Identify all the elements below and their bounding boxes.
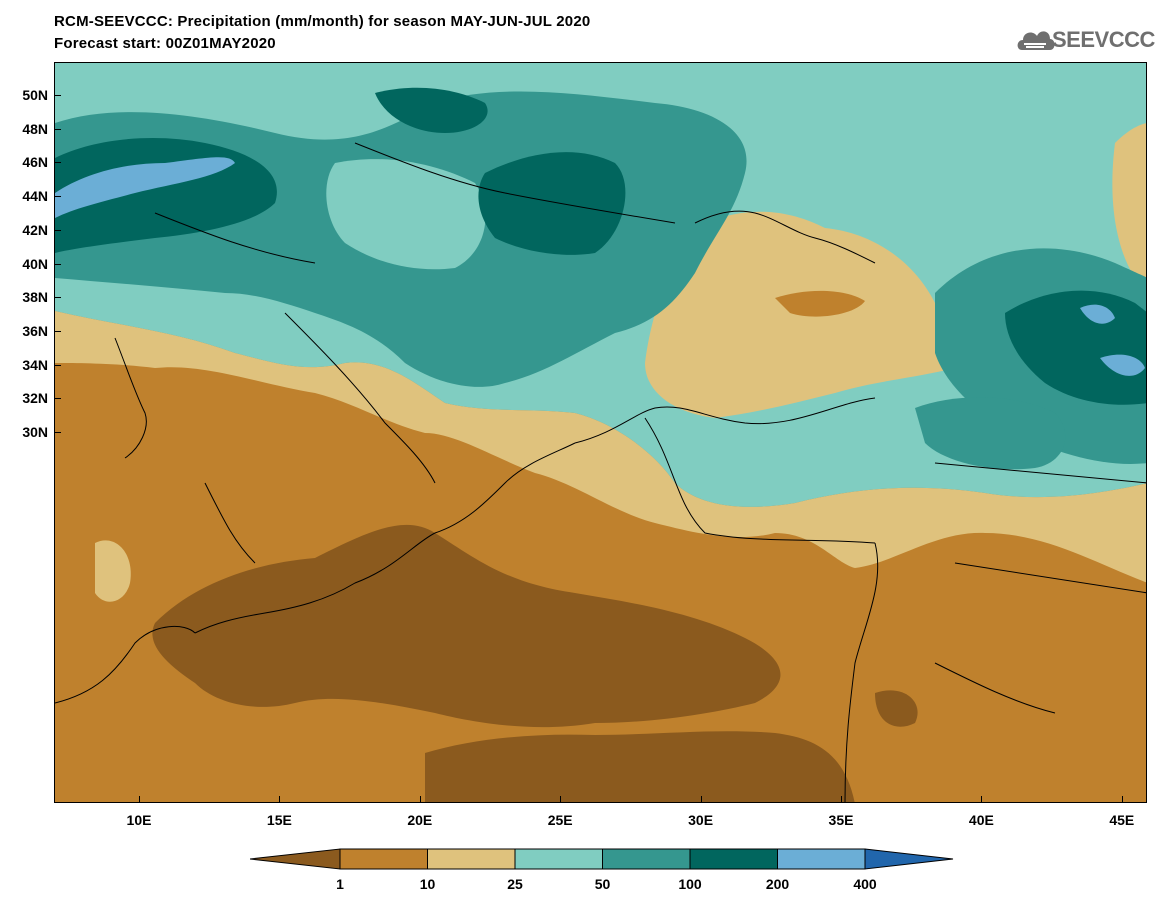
region-10-25 <box>55 311 1146 583</box>
lat-tick <box>54 95 61 96</box>
region-50-100-turkey <box>915 397 1066 470</box>
colorbar <box>250 848 954 870</box>
colorbar-label-10: 10 <box>419 876 436 892</box>
lon-tick <box>1121 796 1123 803</box>
lat-tick <box>54 263 61 265</box>
region-lt1-med <box>152 524 781 728</box>
region-10-25-west <box>95 540 131 602</box>
lon-tick <box>700 796 702 803</box>
lat-label-44N: 44N <box>22 188 48 205</box>
lon-tick <box>279 796 281 803</box>
lon-label-10E: 10E <box>126 812 152 828</box>
lon-label-15E: 15E <box>266 812 292 828</box>
lon-label-30E: 30E <box>688 812 714 828</box>
lat-label-42N: 42N <box>22 221 48 238</box>
region-lt1-egypt <box>425 731 855 802</box>
lat-label-36N: 36N <box>22 322 48 339</box>
colorbar-segment <box>777 848 866 870</box>
lat-label-30N: 30N <box>22 424 48 440</box>
map-title: RCM-SEEVCCC: Precipitation (mm/month) fo… <box>54 13 591 30</box>
lat-label-48N: 48N <box>22 120 48 137</box>
colorbar-gt400 <box>864 848 954 870</box>
colorbar-label-100: 100 <box>678 876 702 892</box>
region-200-400-caucasus <box>1080 304 1115 324</box>
lon-label-45E: 45E <box>1109 812 1135 828</box>
lon-tick <box>139 796 140 803</box>
region-200-400-caucasus-e <box>1100 354 1145 376</box>
lat-tick <box>54 330 61 332</box>
lat-label-32N: 32N <box>22 390 48 407</box>
colorbar-segment <box>602 848 691 870</box>
lon-tick <box>560 796 562 803</box>
lon-label-40E: 40E <box>968 812 994 828</box>
cloud-logo-icon <box>1017 31 1055 50</box>
lat-tick <box>54 398 61 400</box>
colorbar-label-200: 200 <box>765 876 790 892</box>
colorbar-lt1 <box>250 848 341 870</box>
lon-tick <box>841 796 842 803</box>
colorbar-label-25: 25 <box>507 876 523 892</box>
lon-label-35E: 35E <box>828 812 854 828</box>
colorbar-label-50: 50 <box>594 876 611 892</box>
lon-tick <box>981 796 983 803</box>
lon-label-20E: 20E <box>407 812 433 828</box>
colorbar-label-1: 1 <box>336 876 344 892</box>
lat-tick <box>54 297 61 299</box>
forecast-start: Forecast start: 00Z01MAY2020 <box>54 35 276 52</box>
region-10-25-east <box>1112 123 1146 292</box>
lat-tick <box>54 432 61 433</box>
precipitation-map <box>54 62 1147 803</box>
lat-label-38N: 38N <box>22 289 48 306</box>
lat-tick <box>54 229 61 231</box>
colorbar-segment <box>689 848 778 870</box>
lat-tick <box>54 364 61 366</box>
region-25-50-hungary <box>326 159 486 270</box>
lat-label-50N: 50N <box>22 87 48 103</box>
lat-label-40N: 40N <box>22 255 48 272</box>
region-100-200-carpathians <box>478 152 626 255</box>
region-100-200-poland <box>375 87 488 133</box>
colorbar-segment <box>514 848 603 870</box>
lat-tick <box>54 162 61 164</box>
lon-tick <box>419 796 421 803</box>
region-1-10-blacksea <box>775 290 865 317</box>
colorbar-segment <box>339 848 428 870</box>
lat-label-46N: 46N <box>22 154 48 171</box>
lat-tick <box>54 196 61 198</box>
lon-label-25E: 25E <box>547 812 573 828</box>
region-lt1-sinai <box>875 690 918 727</box>
lat-label-34N: 34N <box>22 356 48 373</box>
coastlines <box>55 142 1146 802</box>
region-200-400-alps <box>55 157 235 218</box>
colorbar-segment <box>427 848 516 870</box>
seevccc-logo: SEEVCCC <box>1052 27 1155 52</box>
colorbar-label-400: 400 <box>853 876 877 892</box>
lat-tick <box>54 128 61 130</box>
